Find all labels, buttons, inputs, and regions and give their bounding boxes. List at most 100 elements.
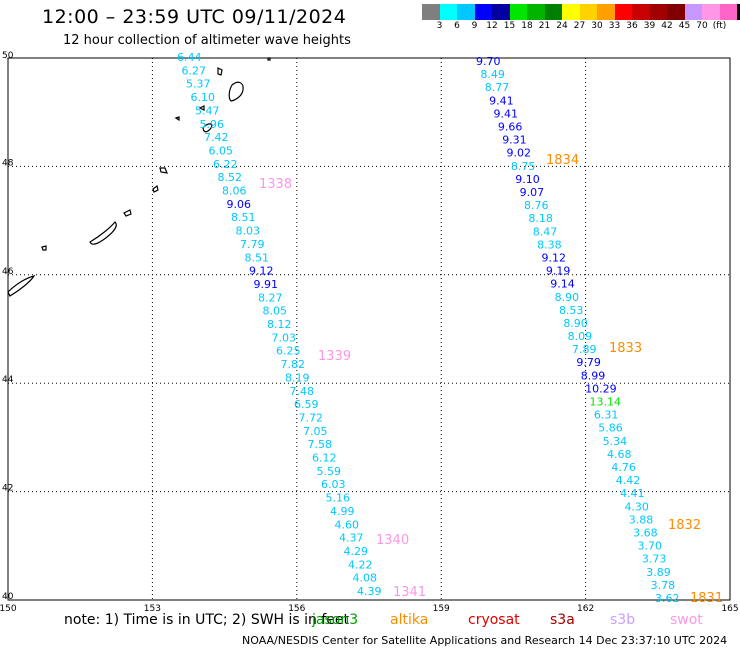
colorbar-swatch <box>667 4 685 20</box>
wave-height-label: 4.08 <box>353 572 378 585</box>
colorbar-swatch <box>544 4 562 20</box>
wave-height-label: 8.53 <box>559 304 584 317</box>
wave-height-label: 9.12 <box>541 251 566 264</box>
wave-height-label: 8.90 <box>563 317 588 330</box>
wave-height-colorbar <box>422 4 740 20</box>
wave-height-label: 9.66 <box>498 120 522 133</box>
wave-height-label: 9.12 <box>249 265 274 278</box>
wave-height-label: 4.41 <box>620 487 645 500</box>
wave-height-label: 4.22 <box>348 558 373 571</box>
wave-height-label: 7.89 <box>572 343 597 356</box>
wave-height-label: 8.06 <box>222 185 247 198</box>
island-11 <box>174 116 180 122</box>
wave-height-label: 9.79 <box>576 356 601 369</box>
colorbar-swatch <box>474 4 492 20</box>
colorbar-label: 21 <box>538 21 551 31</box>
wave-height-label: 4.29 <box>344 545 369 558</box>
wave-height-label: 8.27 <box>258 291 283 304</box>
wave-height-label: 6.31 <box>594 409 619 422</box>
island-4 <box>159 167 168 174</box>
orbit-number-label: 1340 <box>376 533 409 548</box>
wave-height-label: 7.48 <box>290 385 315 398</box>
legend-s3b: s3b <box>610 612 636 628</box>
lon-tick-label: 159 <box>433 604 450 614</box>
colorbar-label: 33 <box>608 21 621 31</box>
colorbar-label: 27 <box>573 21 586 31</box>
wave-height-label: 8.51 <box>231 211 256 224</box>
wave-height-label: 4.76 <box>611 461 636 474</box>
wave-height-label: 8.90 <box>555 291 580 304</box>
lat-tick-label: 44 <box>2 375 14 385</box>
orbit-number-label: 1339 <box>318 349 351 364</box>
island-8 <box>7 275 36 297</box>
island-7 <box>123 209 132 217</box>
island-12 <box>267 57 271 61</box>
wave-height-label: 6.59 <box>294 398 319 411</box>
wave-height-label: 6.27 <box>182 64 207 77</box>
lat-tick-label: 40 <box>2 592 14 602</box>
wave-height-label: 6.22 <box>213 158 238 171</box>
colorbar-swatch <box>492 4 510 20</box>
wave-height-label: 5.34 <box>603 435 628 448</box>
wave-height-label: 7.05 <box>303 425 328 438</box>
wave-height-label: 3.68 <box>633 527 658 540</box>
wave-height-label: 9.14 <box>550 278 575 291</box>
orbit-number-label: 1834 <box>546 153 579 168</box>
legend-swot: swot <box>670 612 703 628</box>
wave-height-label: 9.10 <box>515 173 540 186</box>
colorbar-label: 3 <box>436 21 443 31</box>
wave-height-label: 6.25 <box>276 345 301 358</box>
colorbar-swatch <box>737 4 740 20</box>
wave-height-label: 9.06 <box>227 198 252 211</box>
footer-credit: NOAA/NESDIS Center for Satellite Applica… <box>242 634 728 647</box>
wave-height-label: 8.51 <box>245 251 270 264</box>
wave-height-label: 9.41 <box>493 107 517 120</box>
wave-height-label: 6.44 <box>177 51 202 64</box>
colorbar-swatch <box>614 4 632 20</box>
wave-height-label: 8.75 <box>511 160 536 173</box>
legend-altika: altika <box>390 612 429 628</box>
wave-height-label: 4.60 <box>335 518 360 531</box>
map-subtitle: 12 hour collection of altimeter wave hei… <box>63 33 351 48</box>
wave-height-label: 4.30 <box>624 500 649 513</box>
wave-height-label: 9.19 <box>546 265 571 278</box>
wave-height-label: 6.05 <box>209 144 234 157</box>
colorbar-label: 6 <box>454 21 460 31</box>
map-title: 12:00 – 23:59 UTC 09/11/2024 <box>42 6 347 28</box>
legend-cryosat: cryosat <box>468 612 520 628</box>
wave-height-label: 3.78 <box>651 579 676 592</box>
colorbar-swatch <box>579 4 597 20</box>
island-3 <box>202 123 213 133</box>
orbit-number-label: 1832 <box>668 518 701 533</box>
wave-height-label: 9.41 <box>489 94 513 107</box>
wave-height-label: 6.12 <box>312 452 337 465</box>
wave-height-label: 8.52 <box>218 171 243 184</box>
lon-tick-label: 153 <box>144 604 161 614</box>
island-5 <box>152 184 159 193</box>
colorbar-swatch <box>527 4 545 20</box>
lat-tick-label: 46 <box>2 267 14 277</box>
colorbar-swatch <box>719 4 737 20</box>
wave-height-label: 3.88 <box>629 513 654 526</box>
colorbar-label: 9 <box>471 21 478 31</box>
wave-height-label: 8.47 <box>533 225 558 238</box>
wave-height-label: 6.10 <box>191 91 216 104</box>
map-frame <box>7 57 731 601</box>
wave-height-label: 5.16 <box>326 492 351 505</box>
wave-height-label: 9.02 <box>507 147 532 160</box>
wave-height-label: 8.38 <box>537 238 562 251</box>
colorbar-label: 30 <box>591 21 603 31</box>
colorbar-label: 18 <box>521 21 533 31</box>
colorbar-swatch <box>597 4 615 20</box>
wave-height-label: 8.49 <box>480 68 505 81</box>
wave-height-label: 4.39 <box>357 585 382 598</box>
wave-height-label: 10.29 <box>585 382 617 395</box>
wave-height-label: 8.18 <box>528 212 553 225</box>
orbit-number-label: 1341 <box>393 585 426 600</box>
wave-height-label: 8.77 <box>485 81 510 94</box>
colorbar-swatch <box>439 4 457 20</box>
lon-tick-label: 162 <box>577 604 594 614</box>
lon-tick-label: 150 <box>0 604 17 614</box>
wave-height-label: 8.76 <box>524 199 549 212</box>
